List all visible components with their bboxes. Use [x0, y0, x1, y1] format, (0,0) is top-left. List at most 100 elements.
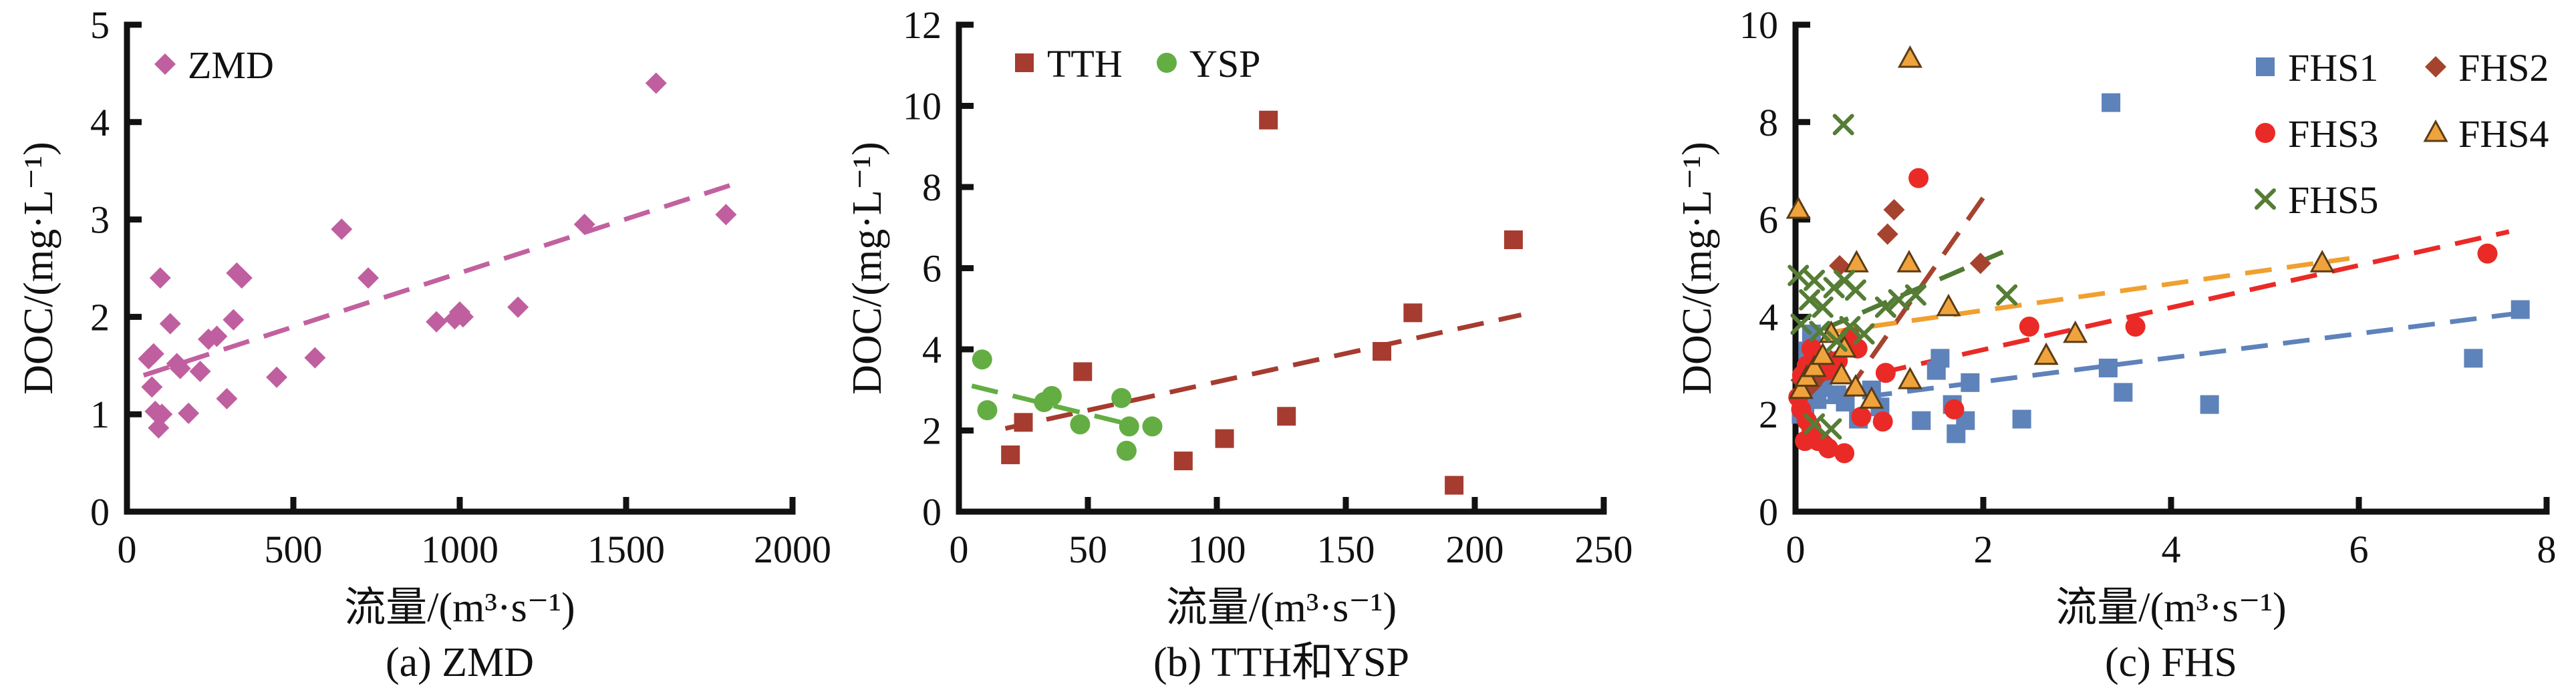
y-tick-label: 4 [922, 328, 942, 371]
axes [956, 21, 1607, 515]
series-FHS4-trendline [1828, 256, 2350, 335]
y-tick-label: 10 [1739, 3, 1778, 47]
series-FHS3-point [2477, 243, 2498, 264]
x-tick-label: 500 [265, 528, 323, 571]
series-FHS4-point [1810, 342, 1836, 365]
series-ZMD-point [189, 361, 211, 383]
series-FHS4-point [2309, 250, 2335, 273]
series-ZMD-point [206, 325, 228, 347]
series-YSP [972, 349, 1163, 461]
y-tick-label: 6 [922, 247, 942, 291]
series-FHS4-point [2063, 320, 2088, 343]
legend: TTH YSP [1015, 42, 1260, 85]
x-tick-label: 2 [1974, 528, 1993, 571]
legend-marker-ZMD [154, 53, 176, 75]
series-FHS5-point [1820, 418, 1842, 440]
series-ZMD-point [507, 296, 529, 318]
y-axis-title: DOC/(mg·L⁻¹) [845, 142, 890, 394]
y-tick-label: 4 [1759, 295, 1778, 339]
series-FHS4-point [1936, 293, 1961, 317]
series-FHS5-point [1832, 114, 1854, 136]
series-FHS1-point [1930, 349, 1950, 368]
series-TTH-point [1073, 362, 1093, 381]
series-FHS5-point [1904, 284, 1926, 306]
series-TTH-point [1403, 303, 1423, 323]
series-FHS2-point [1969, 252, 1991, 275]
legend-marker-YSP [1157, 53, 1177, 73]
legend-label-FHS5: FHS5 [2288, 178, 2378, 222]
series-FHS5-point [1844, 279, 1866, 301]
series-FHS1-point [1912, 411, 1931, 430]
y-tick-label: 0 [922, 490, 942, 534]
series-FHS3-point [1851, 406, 1872, 427]
y-tick-label: 12 [903, 3, 942, 47]
legend-label-YSP: YSP [1189, 42, 1260, 85]
panel-caption: (c) FHS [2105, 640, 2237, 685]
x-tick-label: 200 [1446, 528, 1504, 571]
y-tick-label: 2 [1759, 393, 1778, 436]
series-YSP-point [1041, 385, 1062, 406]
series-FHS5-point [1839, 315, 1861, 337]
series-ZMD-point [178, 402, 200, 424]
legend-marker-FHS5 [2255, 188, 2276, 210]
series-FHS3-point [1872, 411, 1893, 432]
series-ZMD-point [331, 218, 353, 240]
x-tick-label: 1000 [421, 528, 498, 571]
series-YSP-point [1142, 416, 1163, 437]
series-FHS5-point [1787, 265, 1810, 287]
y-tick-label: 4 [90, 101, 110, 144]
series-ZMD-point [645, 72, 667, 94]
series-ZMD-point [304, 347, 326, 369]
series-TTH-point [1504, 230, 1523, 249]
series-ZMD-point [148, 417, 170, 439]
x-tick-label: 4 [2162, 528, 2181, 571]
y-tick-label: 10 [903, 85, 942, 128]
series-FHS3-trendline [1879, 229, 2510, 375]
legend-marker-FHS2 [2425, 56, 2446, 77]
legend-marker-TTH [1015, 53, 1034, 72]
x-axis-title: 流量/(m³·s⁻¹) [344, 585, 575, 631]
series-YSP-point [1119, 416, 1139, 437]
legend-item-FHS2: FHS2 [2425, 46, 2549, 90]
legend: FHS1 FHS2 FHS3 FHS4 FHS5 [2255, 46, 2549, 222]
series-FHS3-point [2125, 316, 2146, 337]
legend-item-FHS3: FHS3 [2255, 112, 2378, 156]
x-tick-label: 150 [1317, 528, 1375, 571]
legend-item-FHS1: FHS1 [2256, 46, 2378, 90]
legend-marker-FHS3 [2255, 123, 2275, 143]
legend-label-FHS1: FHS1 [2288, 46, 2378, 90]
legend-marker-FHS1 [2256, 57, 2275, 76]
series-ZMD-point [231, 267, 253, 289]
series-FHS5-point [1799, 289, 1821, 311]
series-YSP-point [1116, 440, 1137, 461]
series-ZMD-point [357, 267, 380, 289]
y-tick-label: 5 [90, 3, 110, 47]
x-tick-label: 2000 [754, 528, 831, 571]
series-FHS1-point [2114, 383, 2133, 402]
series-FHS3-point [2019, 316, 2039, 337]
series-ZMD-point [223, 309, 245, 331]
series-FHS1-point [1961, 373, 1980, 392]
series-YSP-point [972, 349, 992, 370]
series-ZMD-point [216, 387, 238, 409]
series-YSP-point [1070, 414, 1091, 435]
series-YSP-point [1111, 387, 1132, 408]
series-FHS4 [1785, 45, 2335, 409]
x-tick-label: 0 [118, 528, 137, 571]
series-FHS4-point [1897, 45, 1922, 68]
series-ZMD-point [573, 213, 595, 235]
series-FHS5-point [1823, 277, 1845, 299]
series-FHS5-point [1804, 413, 1826, 435]
series-ZMD-point [715, 204, 737, 226]
panel-caption: (a) ZMD [386, 640, 534, 685]
y-tick-label: 0 [90, 490, 110, 534]
series-TTH-point [1215, 429, 1234, 448]
y-tick-label: 6 [1759, 198, 1778, 242]
series-FHS4-point [1843, 373, 1868, 397]
legend-item-YSP: YSP [1157, 42, 1260, 85]
y-axis-title: DOC/(mg·L⁻¹) [16, 142, 61, 394]
series-FHS1-point [2511, 300, 2530, 319]
series-TTH-point [1001, 445, 1020, 464]
legend-item-FHS5: FHS5 [2255, 178, 2378, 222]
